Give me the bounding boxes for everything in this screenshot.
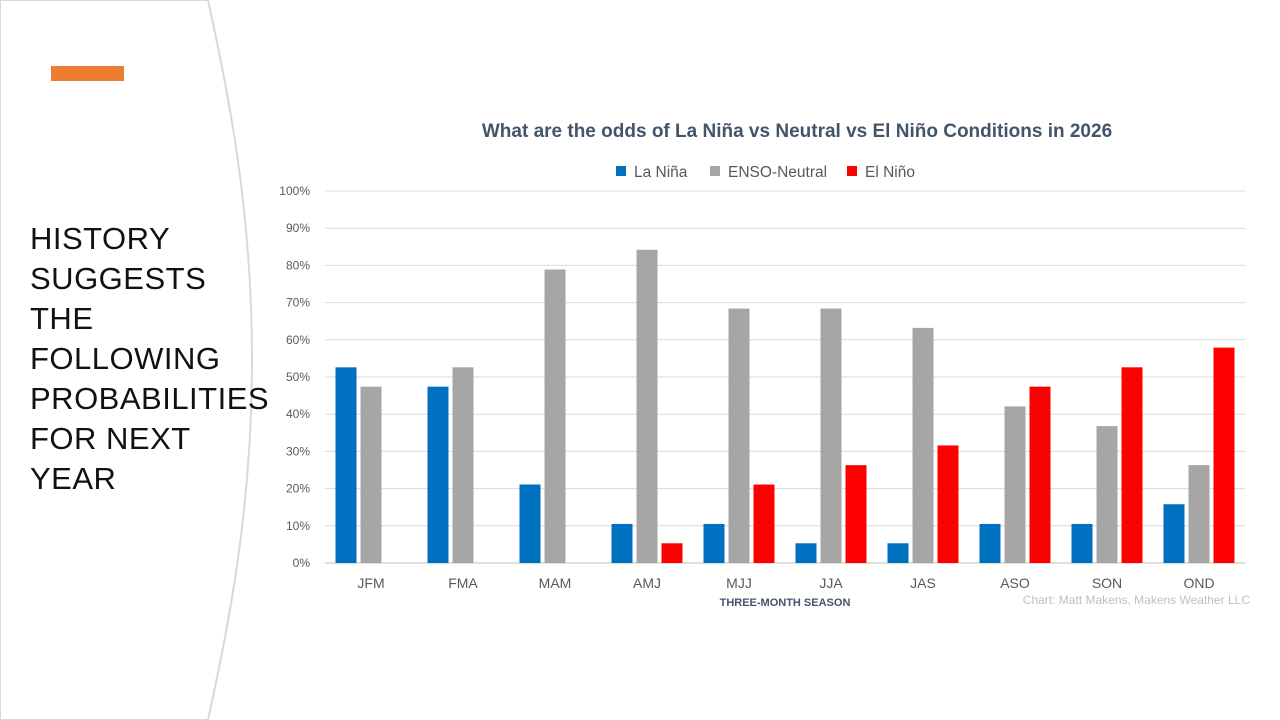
bar-enso-neutral-amj	[636, 249, 658, 563]
x-tick-label: AMJ	[633, 575, 661, 591]
bar-la-ni-a-son	[1071, 523, 1093, 563]
y-tick-label: 60%	[286, 333, 310, 347]
accent-bar	[51, 66, 124, 81]
bar-el-ni-o-jja	[845, 465, 867, 563]
side-heading-line: HISTORY	[30, 221, 171, 256]
x-tick-label: JJA	[819, 575, 843, 591]
x-axis-title: THREE-MONTH SEASON	[720, 597, 851, 609]
bar-chart: What are the odds of La Niña vs Neutral …	[279, 121, 1251, 609]
chart-title: What are the odds of La Niña vs Neutral …	[482, 121, 1112, 142]
side-heading-line: FOR NEXT	[30, 421, 191, 456]
bar-enso-neutral-mjj	[728, 308, 750, 563]
x-tick-label: MAM	[539, 575, 572, 591]
x-tick-label: FMA	[448, 575, 478, 591]
bar-la-ni-a-jja	[795, 543, 817, 563]
bar-la-ni-a-mam	[519, 484, 541, 563]
bar-la-ni-a-fma	[427, 386, 449, 563]
side-heading-line: PROBABILITIES	[30, 381, 270, 416]
side-heading-line: FOLLOWING	[30, 341, 221, 376]
x-tick-label: JAS	[910, 575, 936, 591]
bar-enso-neutral-son	[1096, 426, 1118, 563]
x-tick-label: OND	[1183, 575, 1214, 591]
bar-la-ni-a-ond	[1163, 504, 1185, 563]
y-tick-label: 0%	[293, 556, 311, 570]
y-tick-label: 100%	[279, 184, 310, 198]
legend-label: La Niña	[634, 164, 688, 181]
bar-el-ni-o-son	[1121, 367, 1143, 563]
side-heading-line: YEAR	[30, 461, 117, 496]
bar-la-ni-a-jas	[887, 543, 909, 563]
legend-label: El Niño	[865, 164, 915, 181]
chart-legend: La Niña ENSO-Neutral El Niño	[616, 164, 915, 181]
chart-source: Chart: Matt Makens, Makens Weather LLC	[1023, 593, 1251, 607]
x-tick-label: MJJ	[726, 575, 752, 591]
chart-gridlines	[325, 190, 1245, 564]
y-tick-label: 10%	[286, 519, 310, 533]
bar-enso-neutral-aso	[1004, 406, 1026, 563]
y-tick-label: 70%	[286, 296, 310, 310]
bar-enso-neutral-jfm	[360, 386, 382, 563]
side-heading-line: THE	[30, 301, 94, 336]
y-tick-label: 50%	[286, 370, 310, 384]
y-tick-label: 20%	[286, 482, 310, 496]
bar-la-ni-a-aso	[979, 523, 1001, 563]
bar-enso-neutral-jja	[820, 308, 842, 563]
bar-la-ni-a-jfm	[335, 367, 357, 563]
legend-swatch	[710, 166, 720, 176]
bar-enso-neutral-ond	[1188, 465, 1210, 563]
side-heading-line: SUGGESTS	[30, 261, 207, 296]
x-tick-label: SON	[1092, 575, 1122, 591]
bar-el-ni-o-jas	[937, 445, 959, 563]
x-tick-label: JFM	[357, 575, 384, 591]
bar-el-ni-o-amj	[661, 543, 683, 563]
y-axis: 0% 10% 20% 30% 40% 50% 60% 70% 80% 90% 100%	[279, 184, 310, 570]
bar-el-ni-o-mjj	[753, 484, 775, 563]
bar-enso-neutral-mam	[544, 269, 566, 563]
bar-el-ni-o-aso	[1029, 386, 1051, 563]
bar-la-ni-a-amj	[611, 523, 633, 563]
chart-bars	[335, 249, 1235, 563]
bar-enso-neutral-fma	[452, 367, 474, 563]
legend-label: ENSO-Neutral	[728, 164, 827, 181]
legend-swatch	[847, 166, 857, 176]
x-tick-label: ASO	[1000, 575, 1030, 591]
side-heading: HISTORY SUGGESTS THE FOLLOWING PROBABILI…	[30, 219, 270, 499]
y-tick-label: 90%	[286, 221, 310, 235]
bar-el-ni-o-ond	[1213, 347, 1235, 563]
y-tick-label: 30%	[286, 444, 310, 458]
x-axis: JFM FMA MAM AMJ MJJ JJA JAS ASO SON OND	[357, 575, 1214, 591]
left-panel-curve	[0, 0, 254, 720]
legend-swatch	[616, 166, 626, 176]
bar-enso-neutral-jas	[912, 327, 934, 563]
y-tick-label: 40%	[286, 407, 310, 421]
bar-la-ni-a-mjj	[703, 523, 725, 563]
y-tick-label: 80%	[286, 258, 310, 272]
